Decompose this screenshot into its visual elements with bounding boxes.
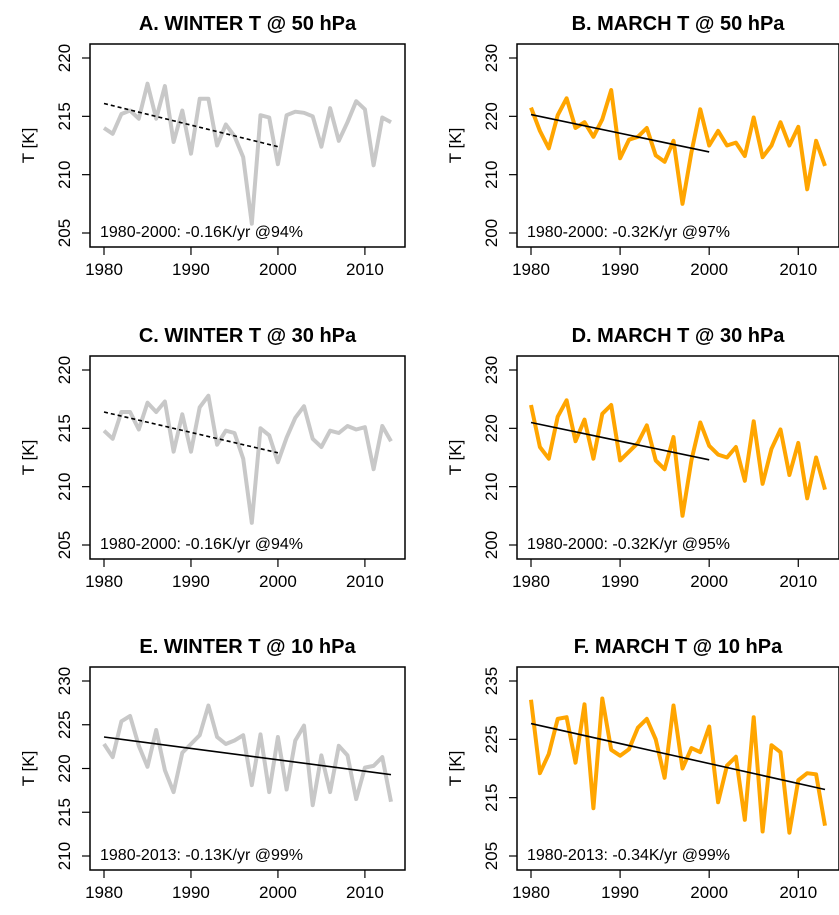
y-tick-label: 220 bbox=[55, 754, 74, 782]
y-tick-label: 215 bbox=[482, 783, 501, 811]
y-tick-label: 200 bbox=[482, 219, 501, 247]
trend-annotation: 1980-2013: -0.34K/yr @99% bbox=[527, 847, 730, 864]
x-tick-label: 2000 bbox=[690, 883, 728, 902]
y-axis-label: T [K] bbox=[446, 128, 465, 164]
trend-line bbox=[103, 411, 279, 454]
trend-line bbox=[530, 722, 826, 791]
y-tick-label: 230 bbox=[55, 667, 74, 695]
series-line bbox=[529, 88, 827, 206]
series-line bbox=[102, 393, 393, 525]
trend-annotation: 1980-2013: -0.13K/yr @99% bbox=[100, 847, 303, 864]
series-line bbox=[529, 398, 827, 518]
x-tick-label: 1980 bbox=[512, 883, 550, 902]
panel-title: A. WINTER T @ 50 hPa bbox=[139, 13, 357, 35]
trend-line bbox=[530, 421, 710, 461]
y-tick-label: 210 bbox=[482, 160, 501, 188]
panel-d: D. MARCH T @ 30 hPa 200 210 220 230 1980 1990 2… bbox=[446, 325, 839, 591]
plot-frame bbox=[516, 43, 839, 248]
y-axis-label: T [K] bbox=[19, 751, 38, 787]
y-tick-label: 220 bbox=[482, 102, 501, 130]
x-tick-label: 1990 bbox=[172, 260, 210, 279]
y-tick-label: 210 bbox=[55, 472, 74, 500]
y-tick-label: 200 bbox=[482, 531, 501, 559]
x-tick-label: 1980 bbox=[512, 572, 550, 591]
panel-e: E. WINTER T @ 10 hPa 210 215 220 225 230 1980 1… bbox=[19, 636, 406, 902]
x-tick-label: 2000 bbox=[690, 260, 728, 279]
x-tick-label: 1980 bbox=[85, 572, 123, 591]
x-tick-label: 2010 bbox=[346, 260, 384, 279]
x-tick-label: 1980 bbox=[512, 260, 550, 279]
x-tick-label: 2000 bbox=[259, 572, 297, 591]
panel-title: B. MARCH T @ 50 hPa bbox=[572, 13, 786, 35]
plot-frame bbox=[89, 355, 406, 560]
x-tick-label: 2010 bbox=[346, 572, 384, 591]
x-tick-label: 1990 bbox=[601, 883, 639, 902]
trend-annotation: 1980-2000: -0.16K/yr @94% bbox=[100, 224, 303, 241]
panel-title: E. WINTER T @ 10 hPa bbox=[139, 636, 356, 658]
x-tick-label: 2000 bbox=[259, 260, 297, 279]
y-tick-label: 220 bbox=[55, 356, 74, 384]
trend-annotation: 1980-2000: -0.32K/yr @97% bbox=[527, 224, 730, 241]
series-line bbox=[102, 81, 392, 226]
trend-annotation: 1980-2000: -0.16K/yr @94% bbox=[100, 536, 303, 553]
x-tick-label: 1980 bbox=[85, 883, 123, 902]
y-tick-label: 230 bbox=[482, 356, 501, 384]
x-tick-label: 2010 bbox=[779, 883, 817, 902]
y-tick-label: 215 bbox=[55, 798, 74, 826]
x-tick-label: 2010 bbox=[779, 572, 817, 591]
y-tick-label: 235 bbox=[482, 667, 501, 695]
y-tick-label: 210 bbox=[55, 160, 74, 188]
x-tick-label: 1990 bbox=[172, 572, 210, 591]
trend-annotation: 1980-2000: -0.32K/yr @95% bbox=[527, 536, 730, 553]
y-axis-label: T [K] bbox=[19, 128, 38, 164]
x-tick-label: 2010 bbox=[779, 260, 817, 279]
y-tick-label: 215 bbox=[55, 414, 74, 442]
x-tick-label: 2000 bbox=[259, 883, 297, 902]
x-tick-label: 2000 bbox=[690, 572, 728, 591]
y-tick-label: 225 bbox=[55, 711, 74, 739]
plot-frame bbox=[516, 666, 839, 871]
y-tick-label: 210 bbox=[55, 842, 74, 870]
y-axis-label: T [K] bbox=[19, 440, 38, 476]
y-tick-label: 210 bbox=[482, 472, 501, 500]
y-axis-label: T [K] bbox=[446, 440, 465, 476]
panel-title: C. WINTER T @ 30 hPa bbox=[139, 325, 357, 347]
y-tick-label: 230 bbox=[482, 44, 501, 72]
plot-frame bbox=[516, 355, 839, 560]
plot-frame bbox=[89, 43, 406, 248]
series-line bbox=[529, 696, 827, 835]
trend-line bbox=[103, 102, 279, 148]
x-tick-label: 1990 bbox=[601, 260, 639, 279]
series-line bbox=[102, 703, 393, 808]
panel-title: D. MARCH T @ 30 hPa bbox=[572, 325, 786, 347]
x-tick-label: 1980 bbox=[85, 260, 123, 279]
y-tick-label: 220 bbox=[482, 414, 501, 442]
trend-line bbox=[530, 113, 710, 153]
panel-a: A. WINTER T @ 50 hPa 205 210 215 220 1980 1990… bbox=[19, 13, 406, 279]
y-tick-label: 205 bbox=[55, 531, 74, 559]
x-tick-label: 1990 bbox=[601, 572, 639, 591]
panel-f: F. MARCH T @ 10 hPa 205 215 225 235 1980 1990 2… bbox=[446, 636, 839, 902]
x-tick-label: 2010 bbox=[346, 883, 384, 902]
y-tick-label: 225 bbox=[482, 725, 501, 753]
panel-c: C. WINTER T @ 30 hPa 205 210 215 220 1980 1990… bbox=[19, 325, 406, 591]
trend-line bbox=[103, 736, 392, 776]
y-axis-label: T [K] bbox=[446, 751, 465, 787]
y-tick-label: 220 bbox=[55, 44, 74, 72]
y-tick-label: 205 bbox=[55, 219, 74, 247]
panel-title: F. MARCH T @ 10 hPa bbox=[574, 636, 783, 658]
y-tick-label: 215 bbox=[55, 102, 74, 130]
y-tick-label: 205 bbox=[482, 842, 501, 870]
panel-b: B. MARCH T @ 50 hPa 200 210 220 230 1980 1990 2… bbox=[446, 13, 839, 279]
x-tick-label: 1990 bbox=[172, 883, 210, 902]
